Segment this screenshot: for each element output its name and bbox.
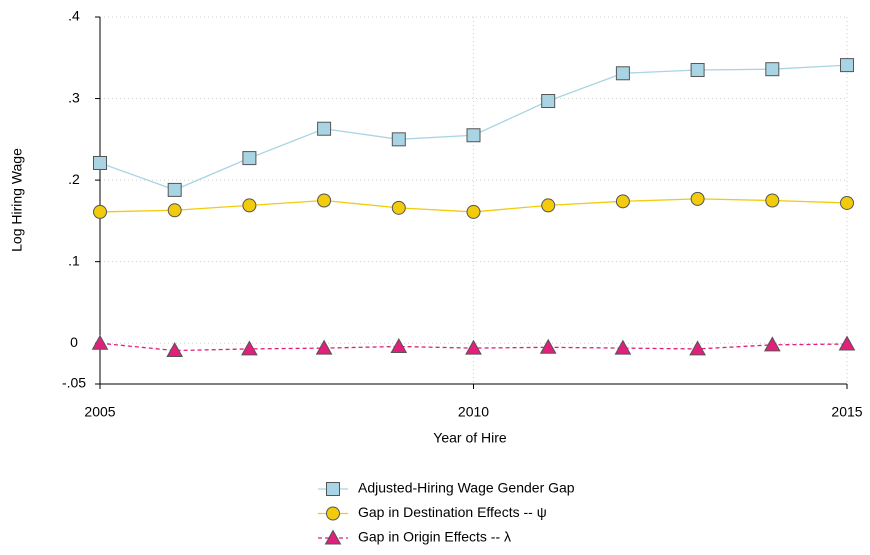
y-axis-label: Log Hiring Wage	[9, 148, 25, 252]
legend-label: Adjusted-Hiring Wage Gender Gap	[358, 480, 575, 496]
legend-marker	[326, 482, 340, 496]
data-point	[317, 121, 332, 136]
data-point	[539, 338, 557, 354]
data-point	[765, 62, 780, 77]
data-point	[466, 204, 481, 219]
x-axis-label: Year of Hire	[433, 430, 507, 446]
y-tick-label: -.05	[62, 375, 86, 391]
data-point	[541, 94, 556, 109]
data-point	[167, 203, 182, 218]
data-point	[93, 155, 107, 170]
data-point	[541, 198, 556, 213]
data-point	[242, 198, 257, 213]
data-point	[763, 336, 781, 352]
data-point	[615, 66, 630, 81]
data-point	[242, 151, 257, 166]
data-point	[391, 132, 406, 147]
data-point	[91, 334, 109, 350]
data-point	[315, 339, 333, 355]
x-tick-label: 2010	[458, 404, 489, 420]
y-tick-label: .2	[68, 171, 80, 187]
data-point	[317, 193, 332, 208]
y-tick-label: 0	[70, 334, 78, 350]
data-point	[765, 193, 780, 208]
y-tick-label: .4	[68, 8, 80, 24]
data-point	[93, 204, 107, 219]
series-line	[99, 64, 848, 191]
data-point	[390, 337, 408, 353]
legend-label: Gap in Origin Effects -- λ	[358, 529, 511, 545]
data-point	[241, 340, 258, 356]
data-point	[840, 58, 854, 73]
legend-marker	[324, 529, 342, 545]
data-point	[840, 195, 854, 210]
x-tick-label: 2015	[831, 404, 862, 420]
y-tick-label: .1	[68, 252, 80, 268]
data-point	[615, 194, 630, 209]
data-point	[166, 342, 184, 358]
x-tick-label: 2005	[84, 404, 115, 420]
data-point	[689, 340, 706, 356]
legend-marker	[326, 506, 340, 521]
data-point	[465, 339, 482, 355]
y-tick-label: .3	[68, 89, 80, 105]
data-point	[838, 335, 856, 351]
data-point	[690, 63, 705, 78]
data-point	[167, 182, 182, 197]
data-point	[614, 339, 632, 355]
data-point	[690, 191, 705, 206]
data-point	[391, 200, 406, 215]
data-point	[466, 128, 481, 143]
legend-label: Gap in Destination Effects -- ψ	[358, 504, 547, 520]
